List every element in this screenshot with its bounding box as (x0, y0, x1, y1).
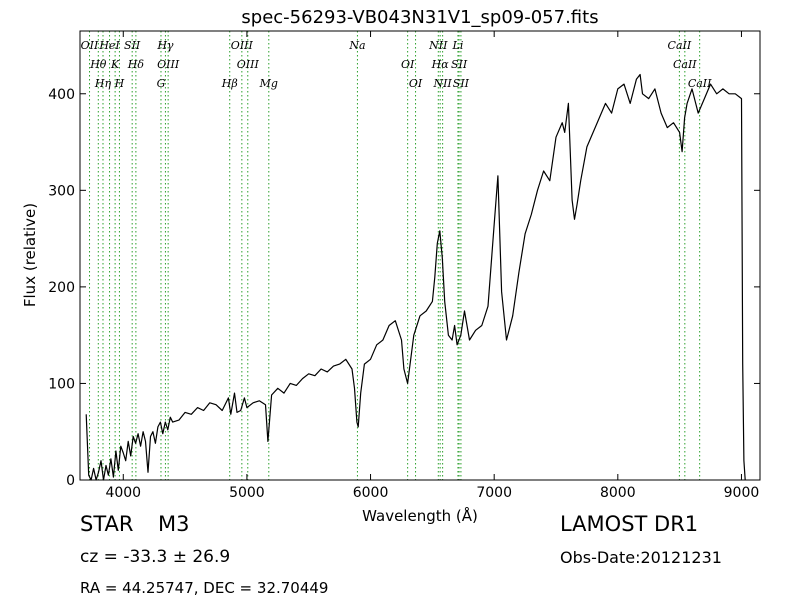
emission-line-label: Hθ (89, 58, 107, 71)
emission-line-label: HeI (98, 39, 120, 52)
emission-line-label: Mg (259, 77, 278, 90)
emission-line-label: Li (452, 39, 464, 52)
y-axis-ticks: 0 100 200 300 400 (48, 87, 760, 489)
x-axis-label: Wavelength (Å) (362, 506, 478, 525)
x-tick-label: 4000 (105, 485, 141, 501)
observation-date: Obs-Date:20121231 (560, 548, 722, 567)
emission-line-label: OI (401, 58, 415, 71)
emission-line-label: G (157, 77, 166, 90)
y-tick-label: 300 (48, 183, 75, 199)
emission-line-label: CaII (688, 77, 712, 90)
object-type: STAR (80, 512, 134, 536)
emission-line-label: OII (81, 39, 99, 52)
emission-line-label: SII (124, 39, 141, 52)
emission-line-label: Hγ (156, 39, 174, 52)
chart-title: spec-56293-VB043N31V1_sp09-057.fits (241, 7, 598, 28)
emission-line-label: OI (409, 77, 423, 90)
object-class: M3 (158, 512, 190, 536)
emission-line-markers (89, 31, 701, 480)
x-tick-label: 9000 (724, 485, 760, 501)
survey-name: LAMOST DR1 (560, 512, 699, 536)
emission-line-label: Hδ (127, 58, 145, 71)
emission-line-label: Hβ (221, 77, 238, 90)
x-tick-label: 5000 (229, 485, 265, 501)
emission-line-label: H (114, 77, 125, 90)
emission-line-label: OIII (237, 58, 260, 71)
x-axis-ticks: 4000 5000 6000 7000 8000 9000 (105, 31, 759, 501)
emission-line-label: NII (428, 39, 448, 52)
y-axis-label: Flux (relative) (21, 203, 39, 307)
emission-line-label: SII (453, 77, 470, 90)
plot-frame (79, 30, 761, 481)
emission-line-label: OIII (157, 58, 180, 71)
x-tick-label: 8000 (600, 485, 636, 501)
emission-line-label: Hα (431, 58, 450, 71)
emission-line-label: NII (432, 77, 452, 90)
x-tick-label: 7000 (476, 485, 512, 501)
emission-line-label: SII (451, 58, 468, 71)
y-tick-label: 200 (48, 280, 75, 296)
y-tick-label: 100 (48, 376, 75, 392)
redshift-value: cz = -33.3 ± 26.9 (80, 547, 231, 567)
emission-line-label: CaII (673, 58, 697, 71)
y-tick-label: 400 (48, 87, 75, 103)
emission-line-label: Hη (94, 77, 112, 90)
emission-line-label: OIII (231, 39, 254, 52)
spectrum-line (85, 73, 746, 481)
emission-line-label: CaII (668, 39, 692, 52)
emission-line-label: K (110, 58, 120, 71)
x-tick-label: 6000 (353, 485, 389, 501)
emission-line-labels: OII Hθ Hη HeI KH SII Hδ G Hγ OIII Hβ OIII OIII Mg Na OI… (81, 39, 712, 90)
y-tick-label: 0 (66, 473, 75, 489)
emission-line-label: Na (348, 39, 365, 52)
coordinates: RA = 44.25747, DEC = 32.70449 (80, 579, 329, 597)
